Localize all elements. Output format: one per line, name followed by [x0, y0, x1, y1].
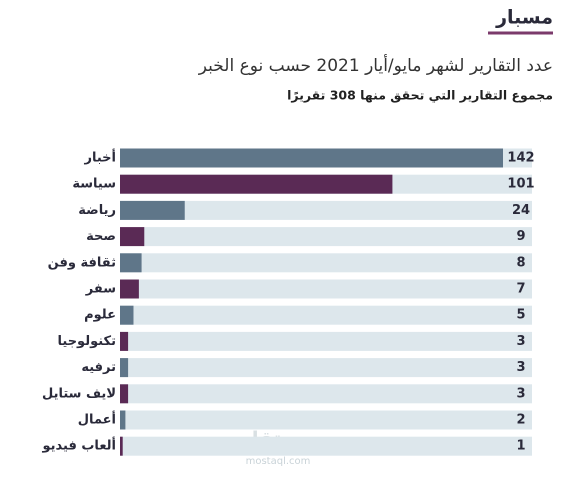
- bar: [120, 227, 145, 247]
- bar: [120, 148, 503, 168]
- category-label: ترفيه: [81, 360, 116, 375]
- bar: [120, 305, 134, 325]
- value-label: 101: [507, 177, 534, 192]
- value-label: 3: [516, 386, 525, 401]
- bar: [120, 436, 123, 456]
- value-label: 5: [516, 308, 525, 323]
- chart-title: عدد التقارير لشهر مايو/أيار 2021 حسب نوع…: [198, 54, 553, 76]
- bar-track: [120, 227, 532, 247]
- bar: [120, 410, 126, 430]
- brand: مسبار: [495, 7, 553, 29]
- category-label: أخبار: [84, 149, 117, 166]
- bar-track: [120, 410, 532, 430]
- value-label: 142: [507, 151, 534, 166]
- bar-track: [120, 200, 532, 220]
- bar: [120, 384, 129, 404]
- value-label: 9: [516, 229, 525, 244]
- value-label: 1: [516, 439, 525, 454]
- value-label: 24: [512, 203, 530, 218]
- category-label: سياسة: [72, 177, 116, 192]
- bar-track: [120, 384, 532, 404]
- bar-track: [120, 305, 532, 325]
- bar: [120, 279, 139, 299]
- value-label: 3: [516, 334, 525, 349]
- bar: [120, 358, 129, 378]
- bar-track: [120, 358, 532, 378]
- value-label: 8: [516, 255, 525, 270]
- category-label: علوم: [84, 308, 116, 323]
- category-label: رياضة: [78, 203, 116, 218]
- chart-subtitle: مجموع التقارير التي تحقق منها 308 تقريرً…: [287, 88, 553, 103]
- value-label: 7: [516, 282, 525, 297]
- bar-track: [120, 253, 532, 273]
- watermark-url: mostaql.com: [246, 456, 311, 467]
- bar-track: [120, 436, 532, 456]
- category-label: صحة: [86, 229, 116, 244]
- category-label: ثقافة وفن: [48, 255, 116, 270]
- category-label: ألعاب فيديو: [41, 437, 116, 454]
- category-label: تكنولوجيا: [58, 334, 117, 349]
- category-label: لايف ستايل: [42, 386, 116, 401]
- bar: [120, 200, 185, 220]
- bar-track: [120, 279, 532, 299]
- value-label: 2: [516, 413, 525, 428]
- bar: [120, 331, 129, 351]
- category-label: أعمال: [78, 411, 116, 428]
- bar: [120, 174, 393, 194]
- bar: [120, 253, 142, 273]
- category-label: سفر: [85, 282, 116, 297]
- value-label: 3: [516, 360, 525, 375]
- bar-track: [120, 331, 532, 351]
